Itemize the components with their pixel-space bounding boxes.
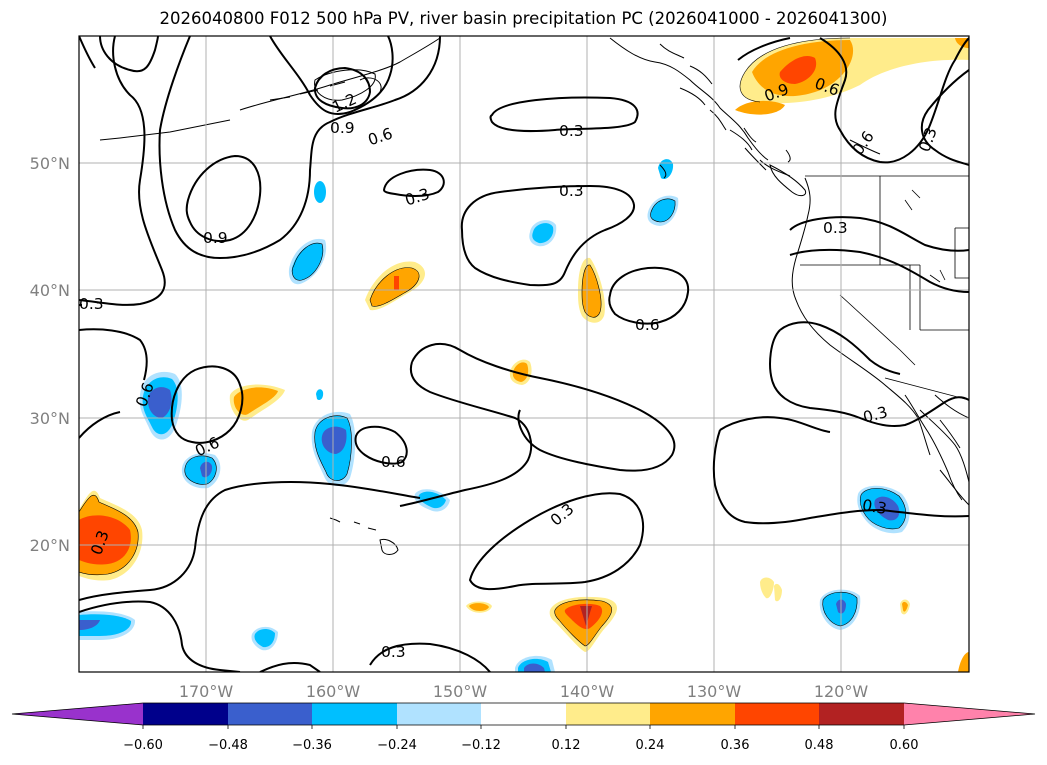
precipitation-shading [79, 38, 969, 672]
contour-label: 0.3 [559, 122, 584, 140]
contour-label: 0.3 [559, 182, 584, 200]
colorbar-tick-label: −0.48 [208, 738, 248, 753]
precip-blob-positive [735, 100, 785, 115]
colorbar-tick-label: 0.60 [890, 738, 919, 753]
precip-blob-positive [394, 276, 399, 290]
lon-label: 140°W [560, 682, 615, 701]
precip-blob-positive [902, 601, 908, 612]
colorbar-extend-low [12, 703, 143, 725]
precip-blob-positive [580, 606, 592, 626]
lon-label: 170°W [179, 682, 234, 701]
lon-label: 160°W [306, 682, 361, 701]
precip-blob-negative [524, 663, 545, 672]
latitude-labels: 50°N 40°N 30°N 20°N [30, 154, 70, 555]
precip-blob-negative [147, 387, 172, 418]
precip-blob-positive [779, 55, 817, 84]
precip-blob-negative [532, 223, 554, 244]
precip-blob-positive [760, 577, 774, 599]
colorbar-tick-label: −0.12 [461, 738, 501, 753]
precip-blob-negative [316, 389, 324, 401]
map-plot-area: 1.2 0.9 0.6 0.3 0.3 0.9 0.9 0.6 0.6 0.3 … [79, 36, 969, 672]
precip-blob-positive [233, 387, 278, 415]
shading-outlines [79, 37, 907, 647]
contour-label: 0.3 [823, 219, 848, 237]
colorbar-segment [312, 703, 397, 725]
precip-blob-negative [321, 426, 347, 454]
colorbar-segment [397, 703, 481, 725]
precip-blob-negative [291, 243, 323, 281]
colorbar-segment [228, 703, 312, 725]
lat-label: 40°N [30, 281, 70, 300]
colorbar-segment [566, 703, 650, 725]
precip-blob-positive [512, 362, 529, 382]
precip-blob-positive [79, 515, 131, 565]
contour-label: 0.9 [330, 119, 355, 137]
colorbar-segment [735, 703, 819, 725]
lon-label: 150°W [433, 682, 488, 701]
lat-label: 50°N [30, 154, 70, 173]
precip-blob-positive [774, 583, 782, 602]
colorbar-tick-label: 0.36 [721, 738, 750, 753]
longitude-labels: 170°W 160°W 150°W 140°W 130°W 120°W [179, 682, 869, 701]
precip-blob-negative [79, 614, 132, 636]
colorbar-tick-label: −0.36 [292, 738, 332, 753]
map-title: 2026040800 F012 500 hPa PV, river basin … [159, 9, 888, 28]
pv-contours [79, 36, 969, 672]
precip-blob-positive [958, 652, 969, 672]
contour-label: 0.6 [381, 453, 406, 471]
colorbar-tick-label: 0.48 [805, 738, 834, 753]
colorbar-tick-label: −0.24 [377, 738, 417, 753]
colorbar-tick-label: 0.24 [636, 738, 665, 753]
lat-label: 30°N [30, 409, 70, 428]
colorbar-tick-label: 0.12 [552, 738, 581, 753]
colorbar-segment [481, 703, 566, 725]
precip-blob-negative [254, 628, 275, 648]
colorbar-tick-label: −0.60 [123, 738, 163, 753]
graticule [79, 36, 969, 672]
colorbar-segment [650, 703, 735, 725]
colorbar-segment [143, 703, 228, 725]
contour-label: 0.3 [861, 403, 889, 427]
colorbar-extend-high [904, 703, 1035, 725]
precip-blob-negative [650, 198, 676, 222]
precip-blob-negative [658, 159, 674, 180]
precip-blob-negative [874, 496, 900, 521]
contour-label: 0.3 [861, 496, 888, 518]
precip-blob-negative [79, 620, 100, 630]
contour-label: 0.3 [381, 643, 406, 661]
colorbar-segment [819, 703, 904, 725]
contour-label: 0.3 [79, 295, 104, 313]
map-frame [78, 35, 970, 673]
precip-blob-positive [469, 603, 489, 611]
precip-blob-negative [314, 181, 326, 203]
lon-label: 120°W [814, 682, 869, 701]
lat-label: 20°N [30, 536, 70, 555]
contour-label: 0.9 [203, 229, 228, 247]
contour-label: 0.6 [635, 316, 660, 334]
lon-label: 130°W [687, 682, 742, 701]
colorbar: −0.60 −0.48 −0.36 −0.24 −0.12 0.12 0.24 … [11, 702, 1036, 753]
